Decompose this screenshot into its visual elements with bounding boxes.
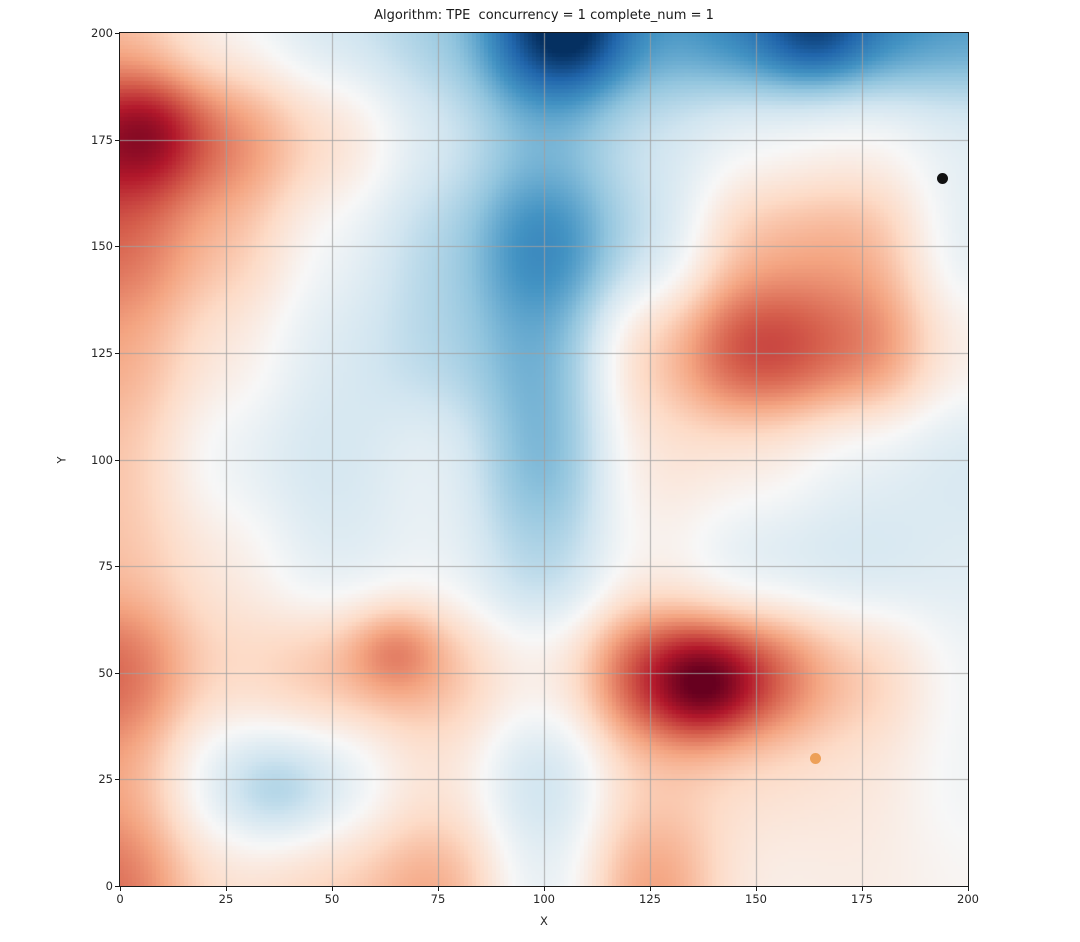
x-tick-label: 50 <box>324 892 340 906</box>
x-tick-label: 150 <box>745 892 767 906</box>
chart-title: Algorithm: TPE concurrency = 1 complete_… <box>374 8 714 23</box>
y-tick-label: 25 <box>98 772 113 787</box>
x-tick-mark <box>862 887 863 891</box>
y-tick-mark <box>115 673 119 674</box>
x-tick-mark <box>968 887 969 891</box>
y-tick-mark <box>115 460 119 461</box>
x-tick-label: 100 <box>533 892 555 906</box>
y-tick-mark <box>115 246 119 247</box>
x-tick-mark <box>756 887 757 891</box>
y-tick-label: 125 <box>91 345 113 360</box>
x-tick-label: 0 <box>116 892 124 906</box>
x-tick-label: 25 <box>218 892 234 906</box>
y-tick-label: 0 <box>105 879 113 893</box>
x-axis-label: X <box>540 914 548 928</box>
y-tick-mark <box>115 886 119 887</box>
y-tick-mark <box>115 779 119 780</box>
y-tick-label: 175 <box>91 132 113 147</box>
y-tick-label: 75 <box>98 559 113 574</box>
y-tick-label: 150 <box>91 239 113 254</box>
x-tick-mark <box>226 887 227 891</box>
scatter-point-black <box>937 172 949 184</box>
x-tick-mark <box>438 887 439 891</box>
y-axis-label: Y <box>54 456 69 464</box>
scatter-point-orange <box>809 752 821 764</box>
x-tick-mark <box>120 887 121 891</box>
x-tick-label: 125 <box>639 892 661 906</box>
x-tick-label: 200 <box>957 892 979 906</box>
y-tick-mark <box>115 353 119 354</box>
plot-area <box>119 32 969 887</box>
x-tick-mark <box>544 887 545 891</box>
heatmap-canvas <box>120 33 968 886</box>
y-tick-mark <box>115 140 119 141</box>
y-tick-mark <box>115 566 119 567</box>
x-tick-label: 75 <box>430 892 446 906</box>
y-tick-label: 200 <box>91 26 113 40</box>
y-tick-label: 100 <box>91 452 113 467</box>
x-tick-label: 175 <box>851 892 873 906</box>
x-tick-mark <box>650 887 651 891</box>
y-tick-label: 50 <box>98 665 113 680</box>
y-tick-mark <box>115 33 119 34</box>
x-tick-mark <box>332 887 333 891</box>
